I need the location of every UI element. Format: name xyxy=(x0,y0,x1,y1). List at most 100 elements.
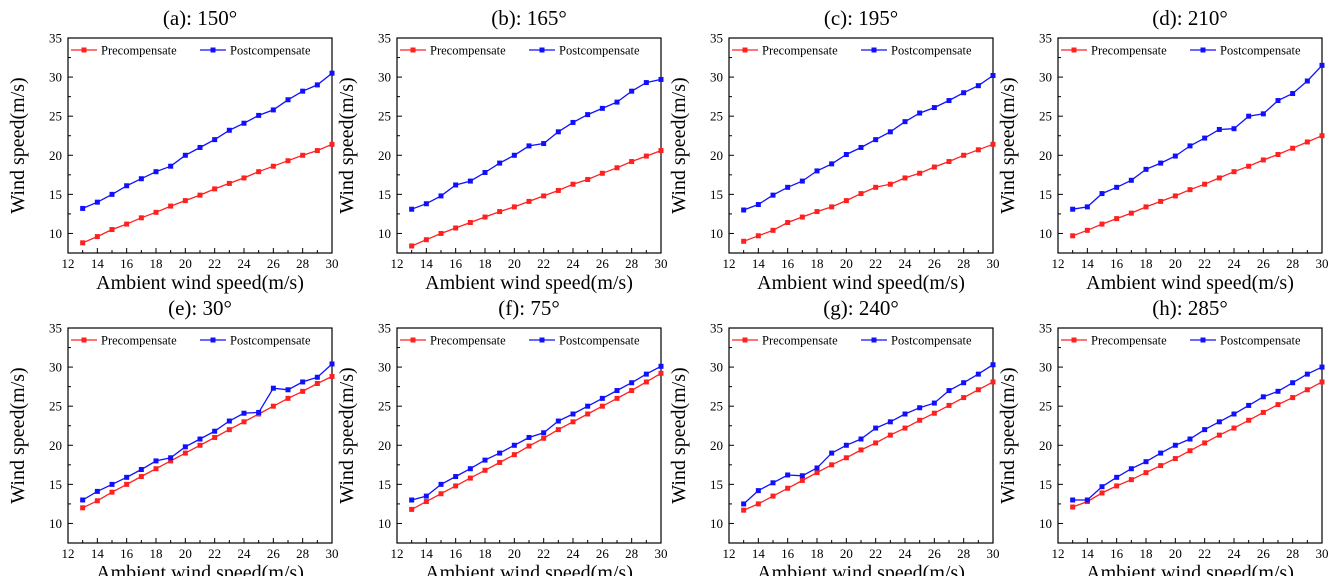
chart-panel: (g): 240° 12 14 16 18 20 22 24 26 28 30 10 15 20 25 30 3… xyxy=(668,296,1000,576)
data-point xyxy=(453,225,459,231)
data-point xyxy=(197,144,203,150)
x-tick-label: 20 xyxy=(1169,546,1182,561)
data-point xyxy=(858,191,864,197)
data-point xyxy=(1099,221,1105,227)
y-tick-label: 10 xyxy=(49,226,62,241)
data-point xyxy=(990,141,996,147)
data-point xyxy=(1172,442,1178,448)
y-tick-label: 35 xyxy=(1039,31,1052,46)
data-point xyxy=(873,425,879,431)
data-point xyxy=(1070,233,1076,239)
data-point xyxy=(829,462,835,468)
data-point xyxy=(438,193,444,199)
data-point xyxy=(511,442,517,448)
data-point xyxy=(585,177,591,183)
data-point xyxy=(285,158,291,164)
y-tick-label: 20 xyxy=(49,148,62,163)
x-tick-label: 20 xyxy=(508,256,521,271)
data-point xyxy=(270,403,276,409)
y-tick-label: 10 xyxy=(710,516,723,531)
data-point xyxy=(329,361,335,367)
data-point xyxy=(975,83,981,89)
legend-label: Postcompensate xyxy=(1220,44,1301,58)
data-point xyxy=(197,442,203,448)
data-point xyxy=(1216,175,1222,181)
series-line xyxy=(82,375,333,509)
data-point xyxy=(902,425,908,431)
data-point xyxy=(109,191,115,197)
data-point xyxy=(873,440,879,446)
data-point xyxy=(497,459,503,465)
y-tick-label: 20 xyxy=(710,438,723,453)
y-tick-label: 10 xyxy=(378,516,391,531)
y-tick-label: 20 xyxy=(378,148,391,163)
data-point xyxy=(1143,204,1149,210)
x-tick-label: 16 xyxy=(1110,256,1124,271)
y-tick-label: 10 xyxy=(378,226,391,241)
y-tick-label: 20 xyxy=(1039,148,1052,163)
data-point xyxy=(931,164,937,170)
data-point xyxy=(658,76,664,82)
data-point xyxy=(168,455,174,461)
data-point xyxy=(990,362,996,368)
data-point xyxy=(1304,387,1310,393)
data-point xyxy=(814,465,820,471)
data-point xyxy=(1099,191,1105,197)
x-tick-label: 22 xyxy=(1198,256,1211,271)
x-tick-label: 22 xyxy=(1198,546,1211,561)
series-line xyxy=(1072,135,1323,237)
data-point xyxy=(629,88,635,94)
data-point xyxy=(658,363,664,369)
data-point xyxy=(1070,497,1076,503)
x-tick-label: 18 xyxy=(479,546,492,561)
data-point xyxy=(629,380,635,386)
data-point xyxy=(931,105,937,111)
data-point xyxy=(80,505,86,511)
data-point xyxy=(643,80,649,86)
data-point xyxy=(785,220,791,226)
data-point xyxy=(961,380,967,386)
data-point xyxy=(197,436,203,442)
y-tick-label: 35 xyxy=(378,31,391,46)
y-tick-label: 25 xyxy=(710,109,723,124)
legend-label: Postcompensate xyxy=(891,44,972,58)
data-point xyxy=(814,470,820,476)
data-point xyxy=(555,427,561,433)
x-tick-label: 18 xyxy=(1140,546,1153,561)
data-point xyxy=(314,381,320,387)
x-tick-label: 30 xyxy=(326,546,339,561)
data-point xyxy=(1275,151,1281,157)
y-tick-label: 30 xyxy=(1039,360,1052,375)
chart-panel: (a): 150° 12 14 16 18 20 22 24 26 28 30 10 15 20 25 30 3… xyxy=(7,6,339,294)
data-point xyxy=(1202,440,1208,446)
data-point xyxy=(453,474,459,480)
data-point xyxy=(226,427,232,433)
y-tick-label: 35 xyxy=(1039,321,1052,336)
x-tick-label: 30 xyxy=(1316,256,1329,271)
data-point xyxy=(843,151,849,157)
chart-title: (c): 195° xyxy=(824,6,898,30)
data-point xyxy=(785,472,791,478)
data-point xyxy=(300,379,306,385)
data-point xyxy=(80,240,86,246)
data-point xyxy=(1231,411,1237,417)
data-point xyxy=(873,137,879,143)
x-tick-label: 18 xyxy=(479,256,492,271)
data-point xyxy=(1172,153,1178,159)
legend-marker xyxy=(210,337,216,343)
x-tick-label: 12 xyxy=(391,256,404,271)
data-point xyxy=(887,419,893,425)
plot-frame xyxy=(1057,327,1323,544)
data-point xyxy=(1114,483,1120,489)
data-point xyxy=(658,370,664,376)
x-tick-label: 16 xyxy=(120,256,134,271)
chart-title: (d): 210° xyxy=(1152,6,1227,30)
data-point xyxy=(124,221,130,227)
data-point xyxy=(873,184,879,190)
data-point xyxy=(467,220,473,226)
y-tick-label: 15 xyxy=(1039,477,1052,492)
x-tick-label: 26 xyxy=(928,546,942,561)
data-point xyxy=(1128,477,1134,483)
y-tick-label: 25 xyxy=(378,399,391,414)
